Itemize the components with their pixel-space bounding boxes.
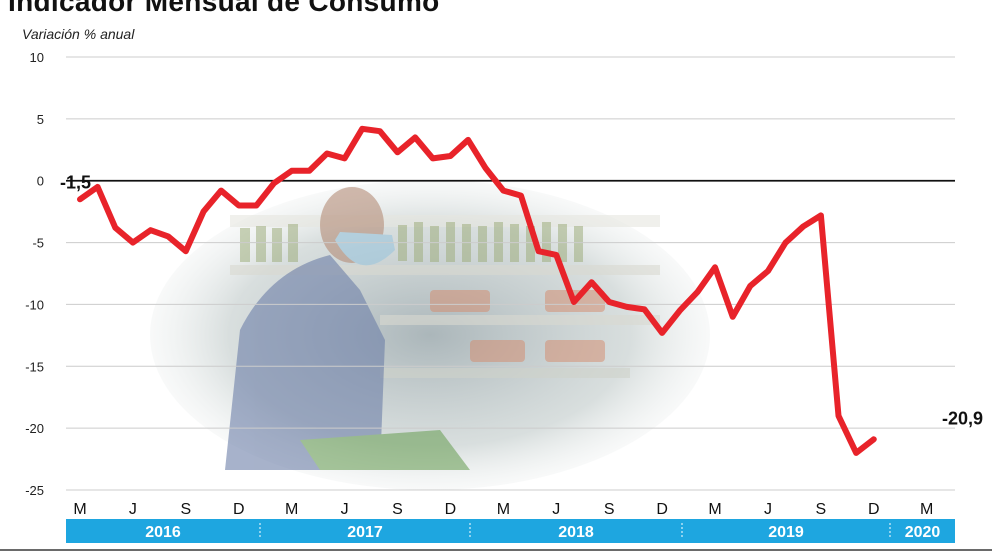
month-tick-label: D [656,501,668,518]
y-tick-label: 0 [37,174,44,189]
month-tick-label: M [920,501,933,518]
y-tick-label: -15 [25,359,44,374]
y-tick-label: 10 [30,50,44,65]
month-tick-label: J [552,501,560,518]
month-tick-label: M [708,501,721,518]
month-tick-label: J [341,501,349,518]
month-tick-label: J [129,501,137,518]
x-axis: M J S D M J S D M J S D M J S D M 2016 2017 2018 2019 2020 [66,501,955,543]
month-tick-label: D [233,501,245,518]
y-axis: 10 5 0 -5 -10 -15 -20 -25 [25,50,44,498]
data-label: -1,5 [60,172,91,192]
year-band [470,519,682,543]
chart-title: Indicador Mensual de Consumo [8,0,440,17]
month-tick-label: M [73,501,86,518]
y-tick-label: -5 [32,236,44,251]
month-tick-label: D [868,501,880,518]
chart-subtitle: Variación % anual [22,26,135,42]
year-label: 2019 [768,524,804,541]
month-tick-label: M [285,501,298,518]
month-tick-label: S [816,501,827,518]
y-tick-label: -10 [25,297,44,312]
month-tick-label: J [764,501,772,518]
year-band [890,519,955,543]
y-tick-label: 5 [37,112,44,127]
month-tick-label: M [497,501,510,518]
series-line [77,125,877,456]
year-label: 2020 [905,524,941,541]
month-tick-label: S [392,501,403,518]
year-label: 2018 [558,524,594,541]
year-label: 2016 [145,524,181,541]
year-band [260,519,470,543]
y-tick-label: -20 [25,421,44,436]
data-label: -20,9 [942,408,983,428]
year-band [66,519,260,543]
year-label: 2017 [347,524,383,541]
background-photo [150,180,710,490]
data-labels: -1,5 -20,9 [60,172,983,428]
gridlines [66,56,955,491]
series-line-path [77,125,877,456]
year-band [682,519,890,543]
y-tick-label: -25 [25,483,44,498]
month-tick-label: S [604,501,615,518]
month-tick-label: S [181,501,192,518]
month-tick-label: D [445,501,457,518]
